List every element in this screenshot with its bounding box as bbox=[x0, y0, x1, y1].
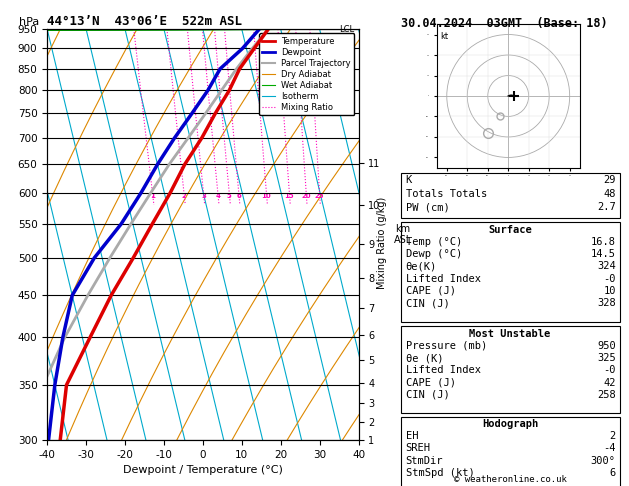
Text: θe (K): θe (K) bbox=[406, 353, 443, 363]
Text: 2: 2 bbox=[610, 431, 616, 441]
Text: hPa: hPa bbox=[19, 17, 40, 27]
Text: 44°13’N  43°06’E  522m ASL: 44°13’N 43°06’E 522m ASL bbox=[47, 15, 242, 28]
Text: 20: 20 bbox=[301, 193, 311, 199]
Text: -0: -0 bbox=[603, 365, 616, 375]
Text: LCL: LCL bbox=[340, 25, 355, 35]
Text: θe(K): θe(K) bbox=[406, 261, 437, 271]
Text: -0: -0 bbox=[603, 274, 616, 283]
Text: Pressure (mb): Pressure (mb) bbox=[406, 341, 487, 351]
Text: PW (cm): PW (cm) bbox=[406, 202, 450, 212]
Text: SREH: SREH bbox=[406, 443, 431, 453]
Text: Lifted Index: Lifted Index bbox=[406, 365, 481, 375]
Text: -4: -4 bbox=[603, 443, 616, 453]
Text: © weatheronline.co.uk: © weatheronline.co.uk bbox=[454, 474, 567, 484]
Text: 25: 25 bbox=[314, 193, 325, 199]
Text: CIN (J): CIN (J) bbox=[406, 298, 450, 308]
Text: 325: 325 bbox=[597, 353, 616, 363]
Text: K: K bbox=[406, 175, 412, 185]
Text: 29: 29 bbox=[603, 175, 616, 185]
Text: 1: 1 bbox=[150, 193, 155, 199]
Text: 324: 324 bbox=[597, 261, 616, 271]
Text: 2: 2 bbox=[182, 193, 186, 199]
Text: CIN (J): CIN (J) bbox=[406, 390, 450, 400]
Text: 258: 258 bbox=[597, 390, 616, 400]
Text: Temp (°C): Temp (°C) bbox=[406, 237, 462, 247]
Text: kt: kt bbox=[441, 33, 448, 41]
Text: Totals Totals: Totals Totals bbox=[406, 189, 487, 199]
Text: 42: 42 bbox=[603, 378, 616, 387]
Text: Most Unstable: Most Unstable bbox=[469, 329, 551, 339]
Text: 6: 6 bbox=[610, 468, 616, 478]
X-axis label: Dewpoint / Temperature (°C): Dewpoint / Temperature (°C) bbox=[123, 465, 283, 475]
Text: 14.5: 14.5 bbox=[591, 249, 616, 259]
Text: 5: 5 bbox=[227, 193, 231, 199]
Text: 10: 10 bbox=[603, 286, 616, 296]
Text: Hodograph: Hodograph bbox=[482, 419, 538, 429]
Text: 4: 4 bbox=[215, 193, 220, 199]
Text: 2.7: 2.7 bbox=[597, 202, 616, 212]
Text: Surface: Surface bbox=[488, 225, 532, 235]
Text: 10: 10 bbox=[262, 193, 271, 199]
Text: 300°: 300° bbox=[591, 456, 616, 466]
Text: StmSpd (kt): StmSpd (kt) bbox=[406, 468, 474, 478]
Text: 48: 48 bbox=[603, 189, 616, 199]
Text: 3: 3 bbox=[201, 193, 206, 199]
Text: Lifted Index: Lifted Index bbox=[406, 274, 481, 283]
Text: CAPE (J): CAPE (J) bbox=[406, 378, 455, 387]
Legend: Temperature, Dewpoint, Parcel Trajectory, Dry Adiabat, Wet Adiabat, Isotherm, Mi: Temperature, Dewpoint, Parcel Trajectory… bbox=[259, 34, 354, 116]
Text: CAPE (J): CAPE (J) bbox=[406, 286, 455, 296]
Text: 950: 950 bbox=[597, 341, 616, 351]
Text: 16.8: 16.8 bbox=[591, 237, 616, 247]
Text: Mixing Ratio (g/kg): Mixing Ratio (g/kg) bbox=[377, 197, 387, 289]
Text: 328: 328 bbox=[597, 298, 616, 308]
Text: Dewp (°C): Dewp (°C) bbox=[406, 249, 462, 259]
Text: 15: 15 bbox=[284, 193, 294, 199]
Text: 30.04.2024  03GMT  (Base: 18): 30.04.2024 03GMT (Base: 18) bbox=[401, 17, 607, 30]
Text: StmDir: StmDir bbox=[406, 456, 443, 466]
Text: EH: EH bbox=[406, 431, 418, 441]
Text: 6: 6 bbox=[237, 193, 241, 199]
Y-axis label: km
ASL: km ASL bbox=[394, 224, 412, 245]
